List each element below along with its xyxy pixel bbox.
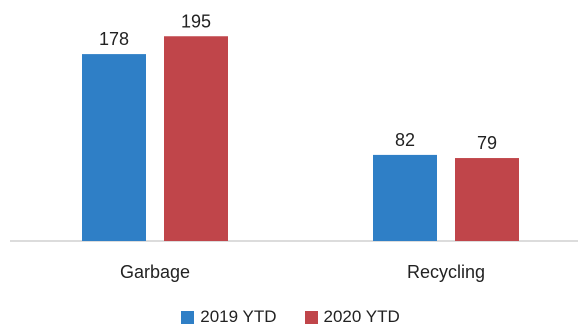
data-label-garbage-2020: 195 [181, 11, 211, 31]
legend-swatch-2020 [304, 310, 318, 324]
data-label-recycling-2019: 82 [395, 130, 415, 150]
legend-item-2019: 2019 YTD [181, 307, 277, 327]
data-label-garbage-2019: 178 [99, 29, 129, 49]
legend-item-2020: 2020 YTD [304, 307, 400, 327]
legend-label-2019: 2019 YTD [200, 307, 277, 326]
category-label-garbage: Garbage [120, 262, 190, 282]
bar-garbage-2020 [164, 36, 228, 241]
category-label-recycling: Recycling [407, 262, 485, 282]
bar-recycling-2020 [455, 158, 519, 241]
bar-recycling-2019 [373, 154, 437, 241]
legend: 2019 YTD 2020 YTD [0, 307, 581, 327]
legend-label-2020: 2020 YTD [323, 307, 400, 326]
legend-swatch-2019 [181, 310, 195, 324]
data-label-recycling-2020: 79 [477, 133, 497, 153]
bar-garbage-2019 [82, 54, 146, 241]
